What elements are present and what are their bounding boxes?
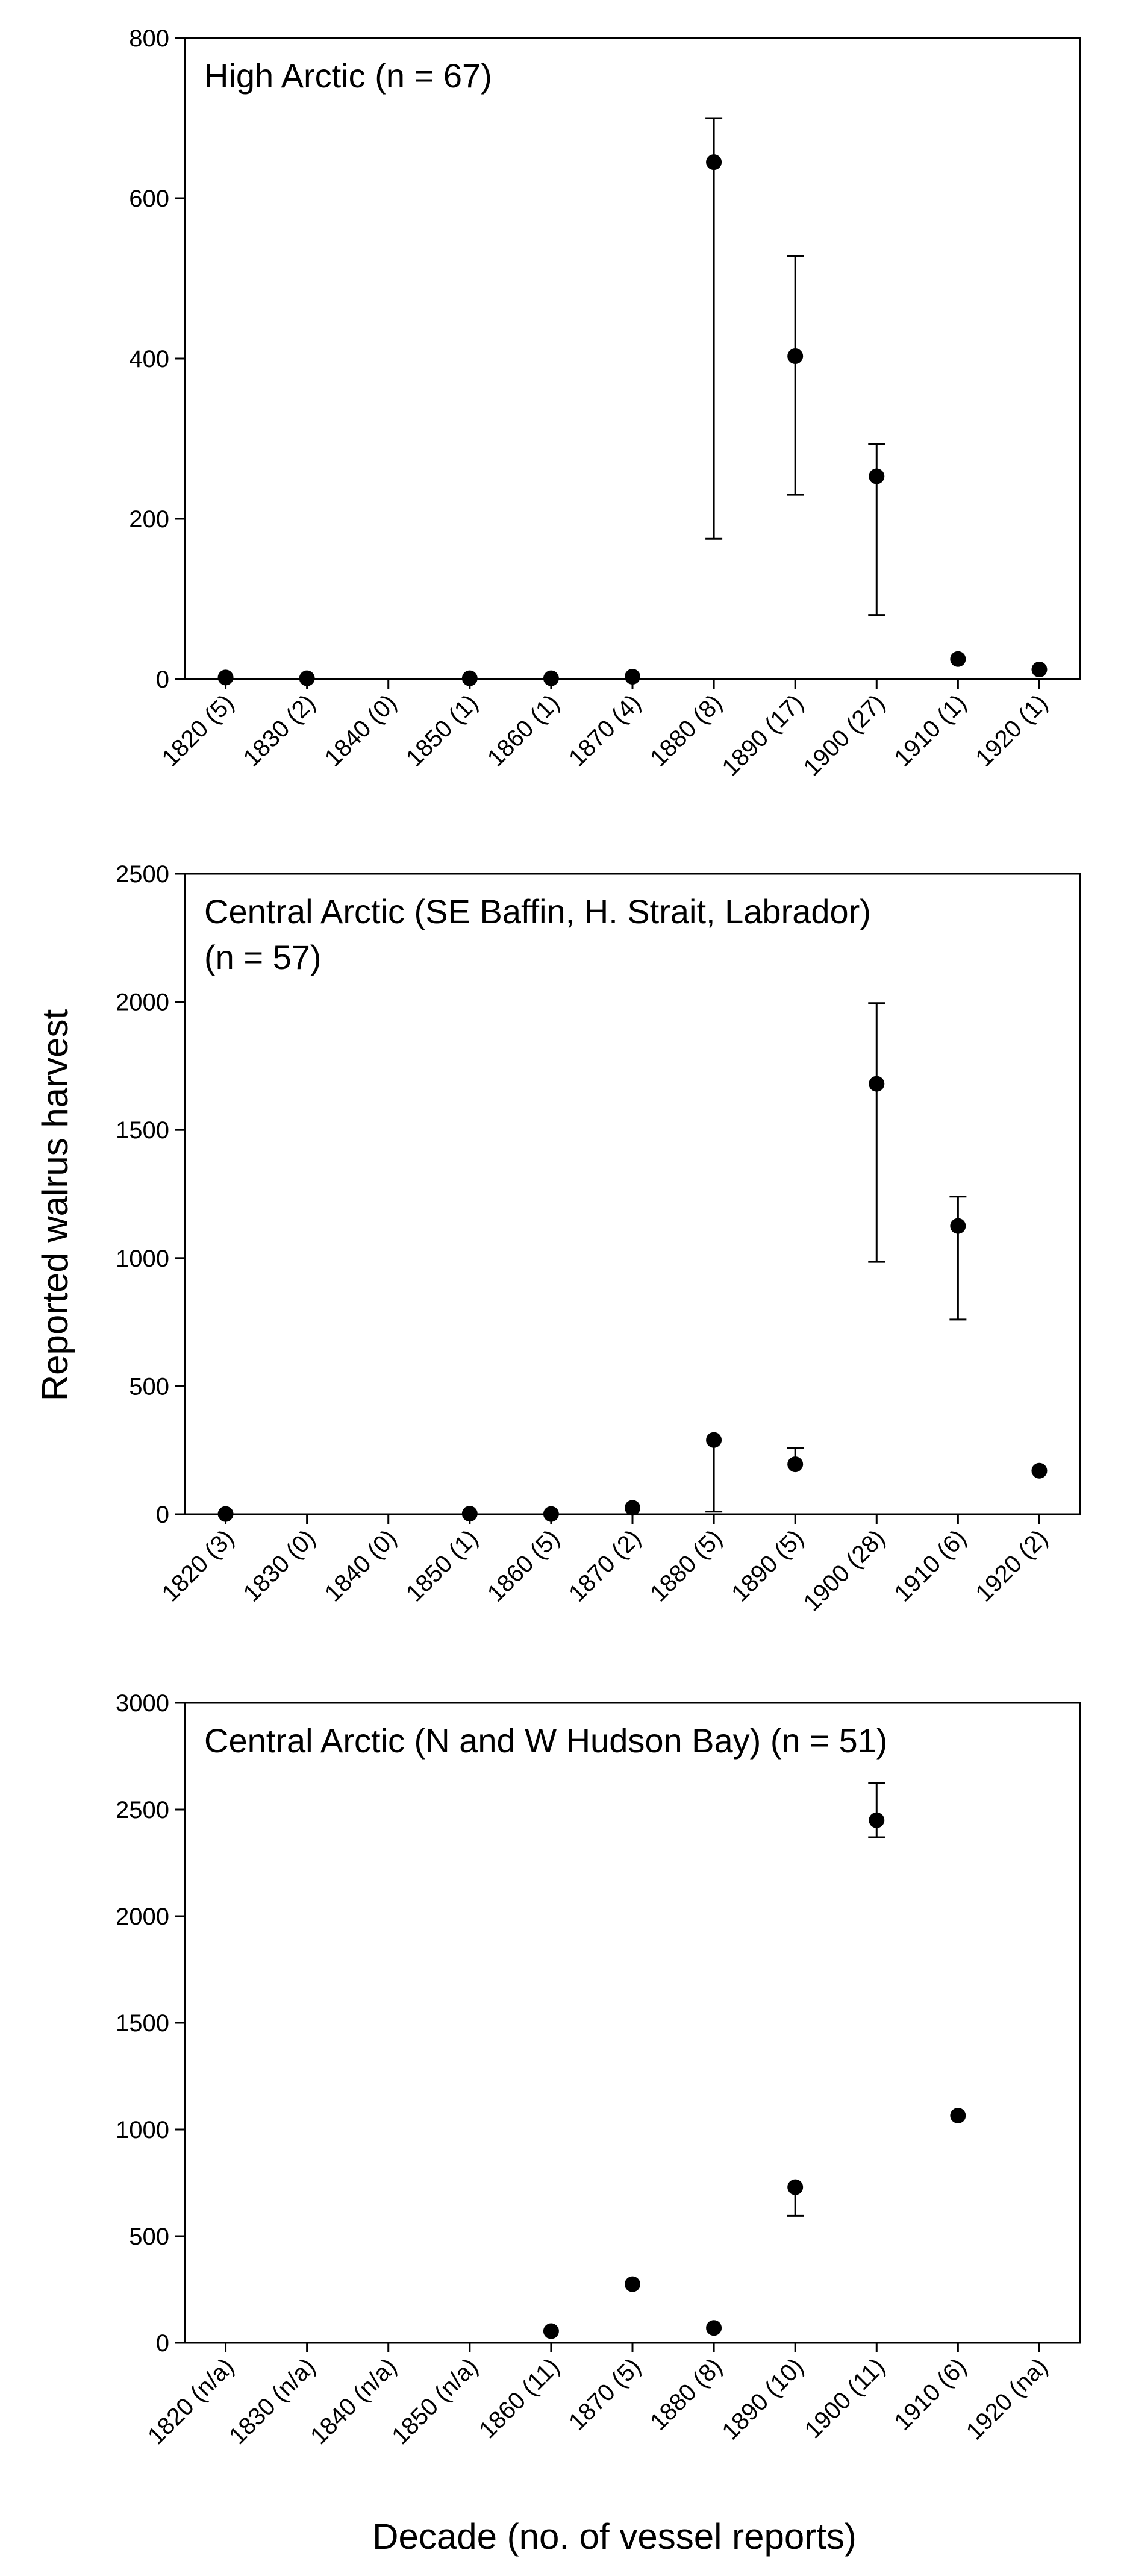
data-point xyxy=(1031,662,1048,678)
plot-frame xyxy=(184,1702,1081,2344)
panel-title: Central Arctic (SE Baffin, H. Strait, La… xyxy=(204,892,871,930)
x-tick-label: 1860 (1) xyxy=(482,689,564,771)
data-point xyxy=(217,1506,234,1522)
data-point xyxy=(543,670,559,686)
y-tick-label: 500 xyxy=(129,1373,169,1400)
y-tick-label: 1500 xyxy=(116,1117,169,1144)
x-tick-label: 1880 (8) xyxy=(645,2353,727,2435)
y-tick-label: 400 xyxy=(129,346,169,372)
data-point xyxy=(217,669,234,686)
x-tick-label: 1820 (n/a) xyxy=(143,2353,239,2449)
panel-central-arctic-baffin: 0 500 1000 1500 2000 2500 1820 (3)1830 (0)1840… xyxy=(116,861,1081,1616)
y-tick-label: 1000 xyxy=(116,2117,169,2143)
data-point xyxy=(869,468,885,484)
x-tick-label: 1850 (n/a) xyxy=(387,2353,483,2449)
x-tick-label: 1820 (5) xyxy=(157,689,239,771)
x-tick-label: 1830 (n/a) xyxy=(224,2353,320,2449)
x-tick-label: 1830 (0) xyxy=(239,1525,320,1606)
x-tick-label: 1900 (28) xyxy=(798,1525,890,1616)
panel-title: (n = 57) xyxy=(204,938,322,976)
x-tick-label: 1860 (11) xyxy=(474,2353,564,2443)
y-tick-label: 2500 xyxy=(116,1797,169,1823)
y-tick-label: 2000 xyxy=(116,989,169,1016)
data-point xyxy=(625,2276,640,2292)
x-tick-label: 1910 (6) xyxy=(889,2353,971,2435)
panel-title: Central Arctic (N and W Hudson Bay) (n =… xyxy=(204,1722,887,1760)
y-tick-label: 600 xyxy=(129,186,169,212)
data-point xyxy=(950,2107,966,2123)
y-tick-label: 2000 xyxy=(116,1904,169,1930)
x-tick-label: 1910 (6) xyxy=(889,1525,971,1606)
data-point xyxy=(706,154,722,171)
x-tick-label: 1850 (1) xyxy=(401,689,483,771)
x-tick-label: 1890 (10) xyxy=(717,2353,808,2445)
plot-frame xyxy=(184,37,1081,680)
y-tick-label: 800 xyxy=(129,25,169,52)
y-tick-label: 1000 xyxy=(116,1246,169,1272)
x-tick-label: 1920 (2) xyxy=(970,1525,1052,1606)
data-point xyxy=(543,2323,559,2339)
y-tick-label: 2500 xyxy=(116,861,169,888)
x-tick-label: 1840 (0) xyxy=(320,1525,402,1606)
y-tick-label: 0 xyxy=(156,666,169,693)
x-tick-label: 1830 (2) xyxy=(239,689,320,771)
data-point xyxy=(869,1812,885,1828)
y-tick-label: 500 xyxy=(129,2223,169,2250)
x-tick-label: 1870 (4) xyxy=(564,689,646,771)
data-point xyxy=(787,1456,804,1473)
y-tick-label: 1500 xyxy=(116,2010,169,2037)
x-tick-label: 1840 (n/a) xyxy=(305,2353,402,2449)
x-tick-label: 1850 (1) xyxy=(401,1525,483,1606)
x-tick-label: 1920 (1) xyxy=(970,689,1052,771)
y-tick-label: 200 xyxy=(129,506,169,533)
data-point xyxy=(1031,1462,1048,1479)
x-tick-label: 1920 (na) xyxy=(961,2353,1053,2445)
data-point xyxy=(706,2320,722,2336)
data-point xyxy=(299,670,315,686)
y-axis-title: Reported walrus harvest xyxy=(35,1009,75,1402)
x-tick-label: 1860 (5) xyxy=(482,1525,564,1606)
x-tick-label: 1880 (8) xyxy=(645,689,727,771)
x-tick-label: 1820 (3) xyxy=(157,1525,239,1606)
data-point xyxy=(787,2179,804,2195)
data-point xyxy=(461,1506,478,1522)
panel-central-arctic-hudson: 0 500 1000 1500 2000 2500 3000 1820 (n/a)1830 (… xyxy=(116,1690,1081,2449)
data-point xyxy=(461,670,478,686)
x-tick-label: 1870 (5) xyxy=(564,2353,646,2435)
x-tick-label: 1870 (2) xyxy=(564,1525,646,1606)
data-point xyxy=(950,651,966,667)
x-tick-label: 1890 (17) xyxy=(717,689,808,781)
panel-title: High Arctic (n = 67) xyxy=(204,57,492,95)
data-point xyxy=(625,669,640,685)
y-tick-label: 0 xyxy=(156,1502,169,1528)
x-tick-label: 1880 (5) xyxy=(645,1525,727,1606)
data-point xyxy=(706,1432,722,1448)
x-tick-label: 1840 (0) xyxy=(320,689,402,771)
y-tick-label: 0 xyxy=(156,2330,169,2357)
x-tick-label: 1910 (1) xyxy=(889,689,971,771)
x-tick-label: 1890 (5) xyxy=(726,1525,808,1606)
x-tick-label: 1900 (27) xyxy=(798,689,890,781)
x-tick-label: 1900 (11) xyxy=(800,2353,890,2443)
panel-high-arctic: 0 200 400 600 800 1820 (5)1830 (2)1840 (0)185… xyxy=(129,25,1081,781)
data-point xyxy=(543,1506,559,1522)
data-point xyxy=(869,1076,885,1092)
data-point xyxy=(625,1500,640,1516)
x-axis-title: Decade (no. of vessel reports) xyxy=(372,2516,857,2557)
data-point xyxy=(787,348,804,365)
y-tick-label: 3000 xyxy=(116,1690,169,1717)
data-point xyxy=(950,1218,966,1234)
